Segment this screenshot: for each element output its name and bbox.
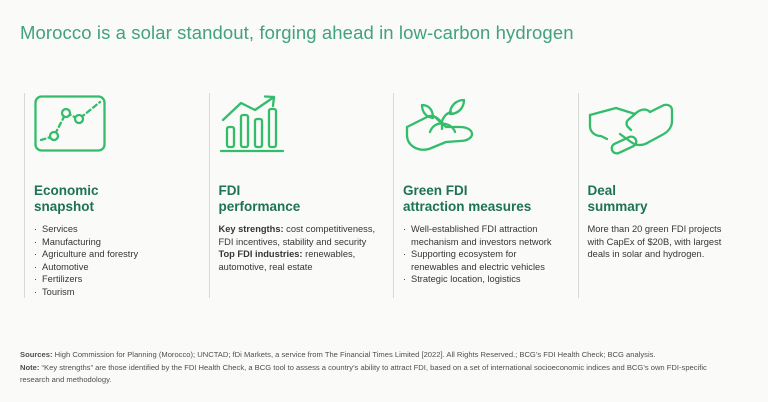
note-label: Note: — [20, 362, 40, 372]
bullet-text: Agriculture and forestry — [42, 249, 139, 259]
summary-text: More than 20 green FDI projects with Cap… — [587, 224, 722, 259]
note-line: Note: “Key strengths” are those identifi… — [20, 362, 712, 387]
bullet-marker: · — [34, 274, 38, 284]
rich-text-bold-label: Top FDI industries: — [218, 249, 303, 259]
list-item: · Fertilizers — [34, 273, 195, 286]
bullet-marker: · — [34, 249, 38, 259]
rich-text-bold-label: Key strengths: — [218, 224, 284, 234]
list-item: · Automotive — [34, 261, 195, 274]
column-deal-summary: Deal summary More than 20 green FDI proj… — [577, 93, 763, 298]
rich-text-block: Top FDI industries: renewables, automoti… — [218, 249, 356, 272]
hand-plant-icon — [403, 95, 564, 183]
bullet-marker: · — [403, 274, 407, 284]
column-green-fdi-attraction-measures: Green FDI attraction measures · Well-esta… — [393, 93, 578, 298]
rich-text: Key strengths: cost competitiveness, FDI… — [219, 223, 379, 273]
sources-text: High Commission for Planning (Morocco); … — [52, 350, 656, 359]
bullet-text: Supporting ecosystem for renewables and … — [411, 249, 545, 272]
columns-row: Economic snapshot · Services · Manufacturin… — [24, 93, 762, 298]
handshake-icon — [588, 95, 749, 183]
bullet-text: Tourism — [42, 286, 75, 297]
page-title: Morocco is a solar standout, forging ahe… — [20, 22, 574, 43]
bullet-text: Strategic location, logistics — [411, 274, 521, 284]
rich-text-block: Key strengths: cost competitiveness, FDI… — [218, 224, 376, 247]
column-heading: Economic snapshot — [34, 183, 99, 214]
column-heading: Green FDI attraction measures — [403, 183, 532, 214]
bullet-text: Well-established FDI attraction mechanis… — [411, 224, 552, 247]
sources-line: Sources: High Commission for Planning (M… — [20, 349, 712, 362]
note-text: “Key strengths” are those identified by … — [20, 362, 707, 385]
bullet-text: Automotive — [42, 261, 89, 272]
list-item: · Supporting ecosystem for renewables and… — [403, 248, 555, 273]
bullet-marker: · — [34, 236, 38, 247]
column-fdi-performance: FDI performance Key strengths: cost comp… — [208, 93, 394, 298]
bullet-marker: · — [34, 224, 38, 234]
column-heading: FDI performance — [218, 183, 301, 214]
column-economic-snapshot: Economic snapshot · Services · Manufacturin… — [24, 93, 209, 298]
list-item: · Strategic location, logistics — [403, 273, 555, 286]
bullet-marker: · — [403, 249, 407, 259]
column-heading: Deal summary — [587, 183, 648, 214]
bullet-text: Manufacturing — [42, 236, 101, 247]
bullet-marker: · — [34, 286, 38, 297]
list-item: · Tourism — [34, 286, 195, 299]
footnote: Sources: High Commission for Planning (M… — [20, 349, 712, 387]
bullet-marker: · — [34, 261, 38, 272]
bullet-list: · Services · Manufacturing · Agriculture and … — [34, 223, 195, 298]
bullet-list: · Well-established FDI attraction mechani… — [403, 223, 555, 286]
bar-chart-icon — [219, 95, 380, 183]
list-item: · Agriculture and forestry — [34, 248, 195, 261]
list-item: · Services — [34, 223, 195, 236]
list-item: · Well-established FDI attraction mechani… — [403, 223, 555, 248]
bullet-text: Services — [42, 224, 78, 234]
line-chart-icon — [34, 95, 195, 183]
sources-label: Sources: — [20, 350, 53, 359]
bullet-text: Fertilizers — [42, 274, 83, 284]
list-item: · Manufacturing — [34, 236, 195, 249]
bullet-marker: · — [403, 224, 407, 234]
